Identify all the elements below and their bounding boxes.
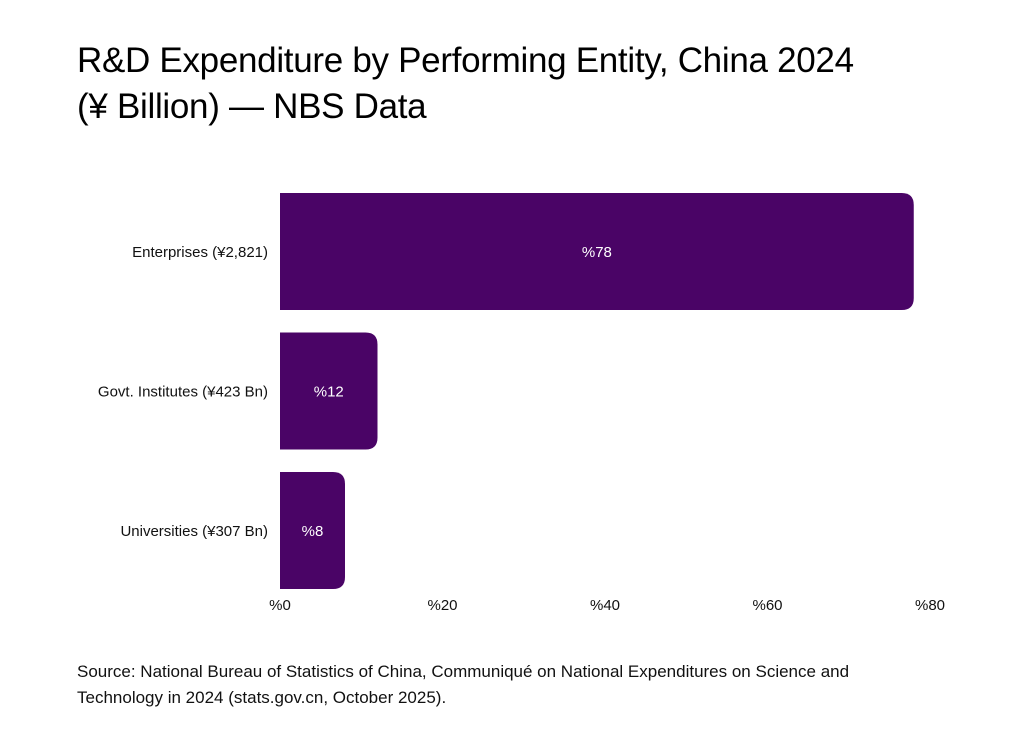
chart-title-line-1: R&D Expenditure by Performing Entity, Ch… <box>77 41 854 80</box>
category-label-2: Universities (¥307 Bn) <box>120 523 268 540</box>
bar-1 <box>280 332 378 450</box>
category-label-1: Govt. Institutes (¥423 Bn) <box>98 384 268 401</box>
x-tick-label-0: %0 <box>269 597 291 614</box>
bar-value-label-1: %12 <box>314 384 344 401</box>
x-tick-label-1: %20 <box>427 597 457 614</box>
bar-value-label-2: %8 <box>302 523 324 540</box>
bar-0 <box>280 193 914 310</box>
bar-value-label-0: %78 <box>582 244 612 261</box>
bar-2 <box>280 472 345 589</box>
x-axis-ticks: %0 %20 %40 %60 %80 <box>269 597 945 614</box>
chart-title: R&D Expenditure by Performing Entity, Ch… <box>77 38 977 130</box>
bars-layer: %78 %12 %8 <box>280 193 914 589</box>
x-tick-label-2: %40 <box>590 597 620 614</box>
source-note-line-2: Technology in 2024 (stats.gov.cn, Octobe… <box>77 688 447 707</box>
x-tick-label-3: %60 <box>752 597 782 614</box>
category-label-0: Enterprises (¥2,821) <box>132 244 268 261</box>
category-labels: Enterprises (¥2,821) Govt. Institutes (¥4… <box>98 244 268 540</box>
source-note: Source: National Bureau of Statistics of… <box>77 659 997 711</box>
x-tick-label-4: %80 <box>915 597 945 614</box>
chart-title-line-2: (¥ Billion) — NBS Data <box>77 87 427 126</box>
source-note-line-1: Source: National Bureau of Statistics of… <box>77 662 850 681</box>
